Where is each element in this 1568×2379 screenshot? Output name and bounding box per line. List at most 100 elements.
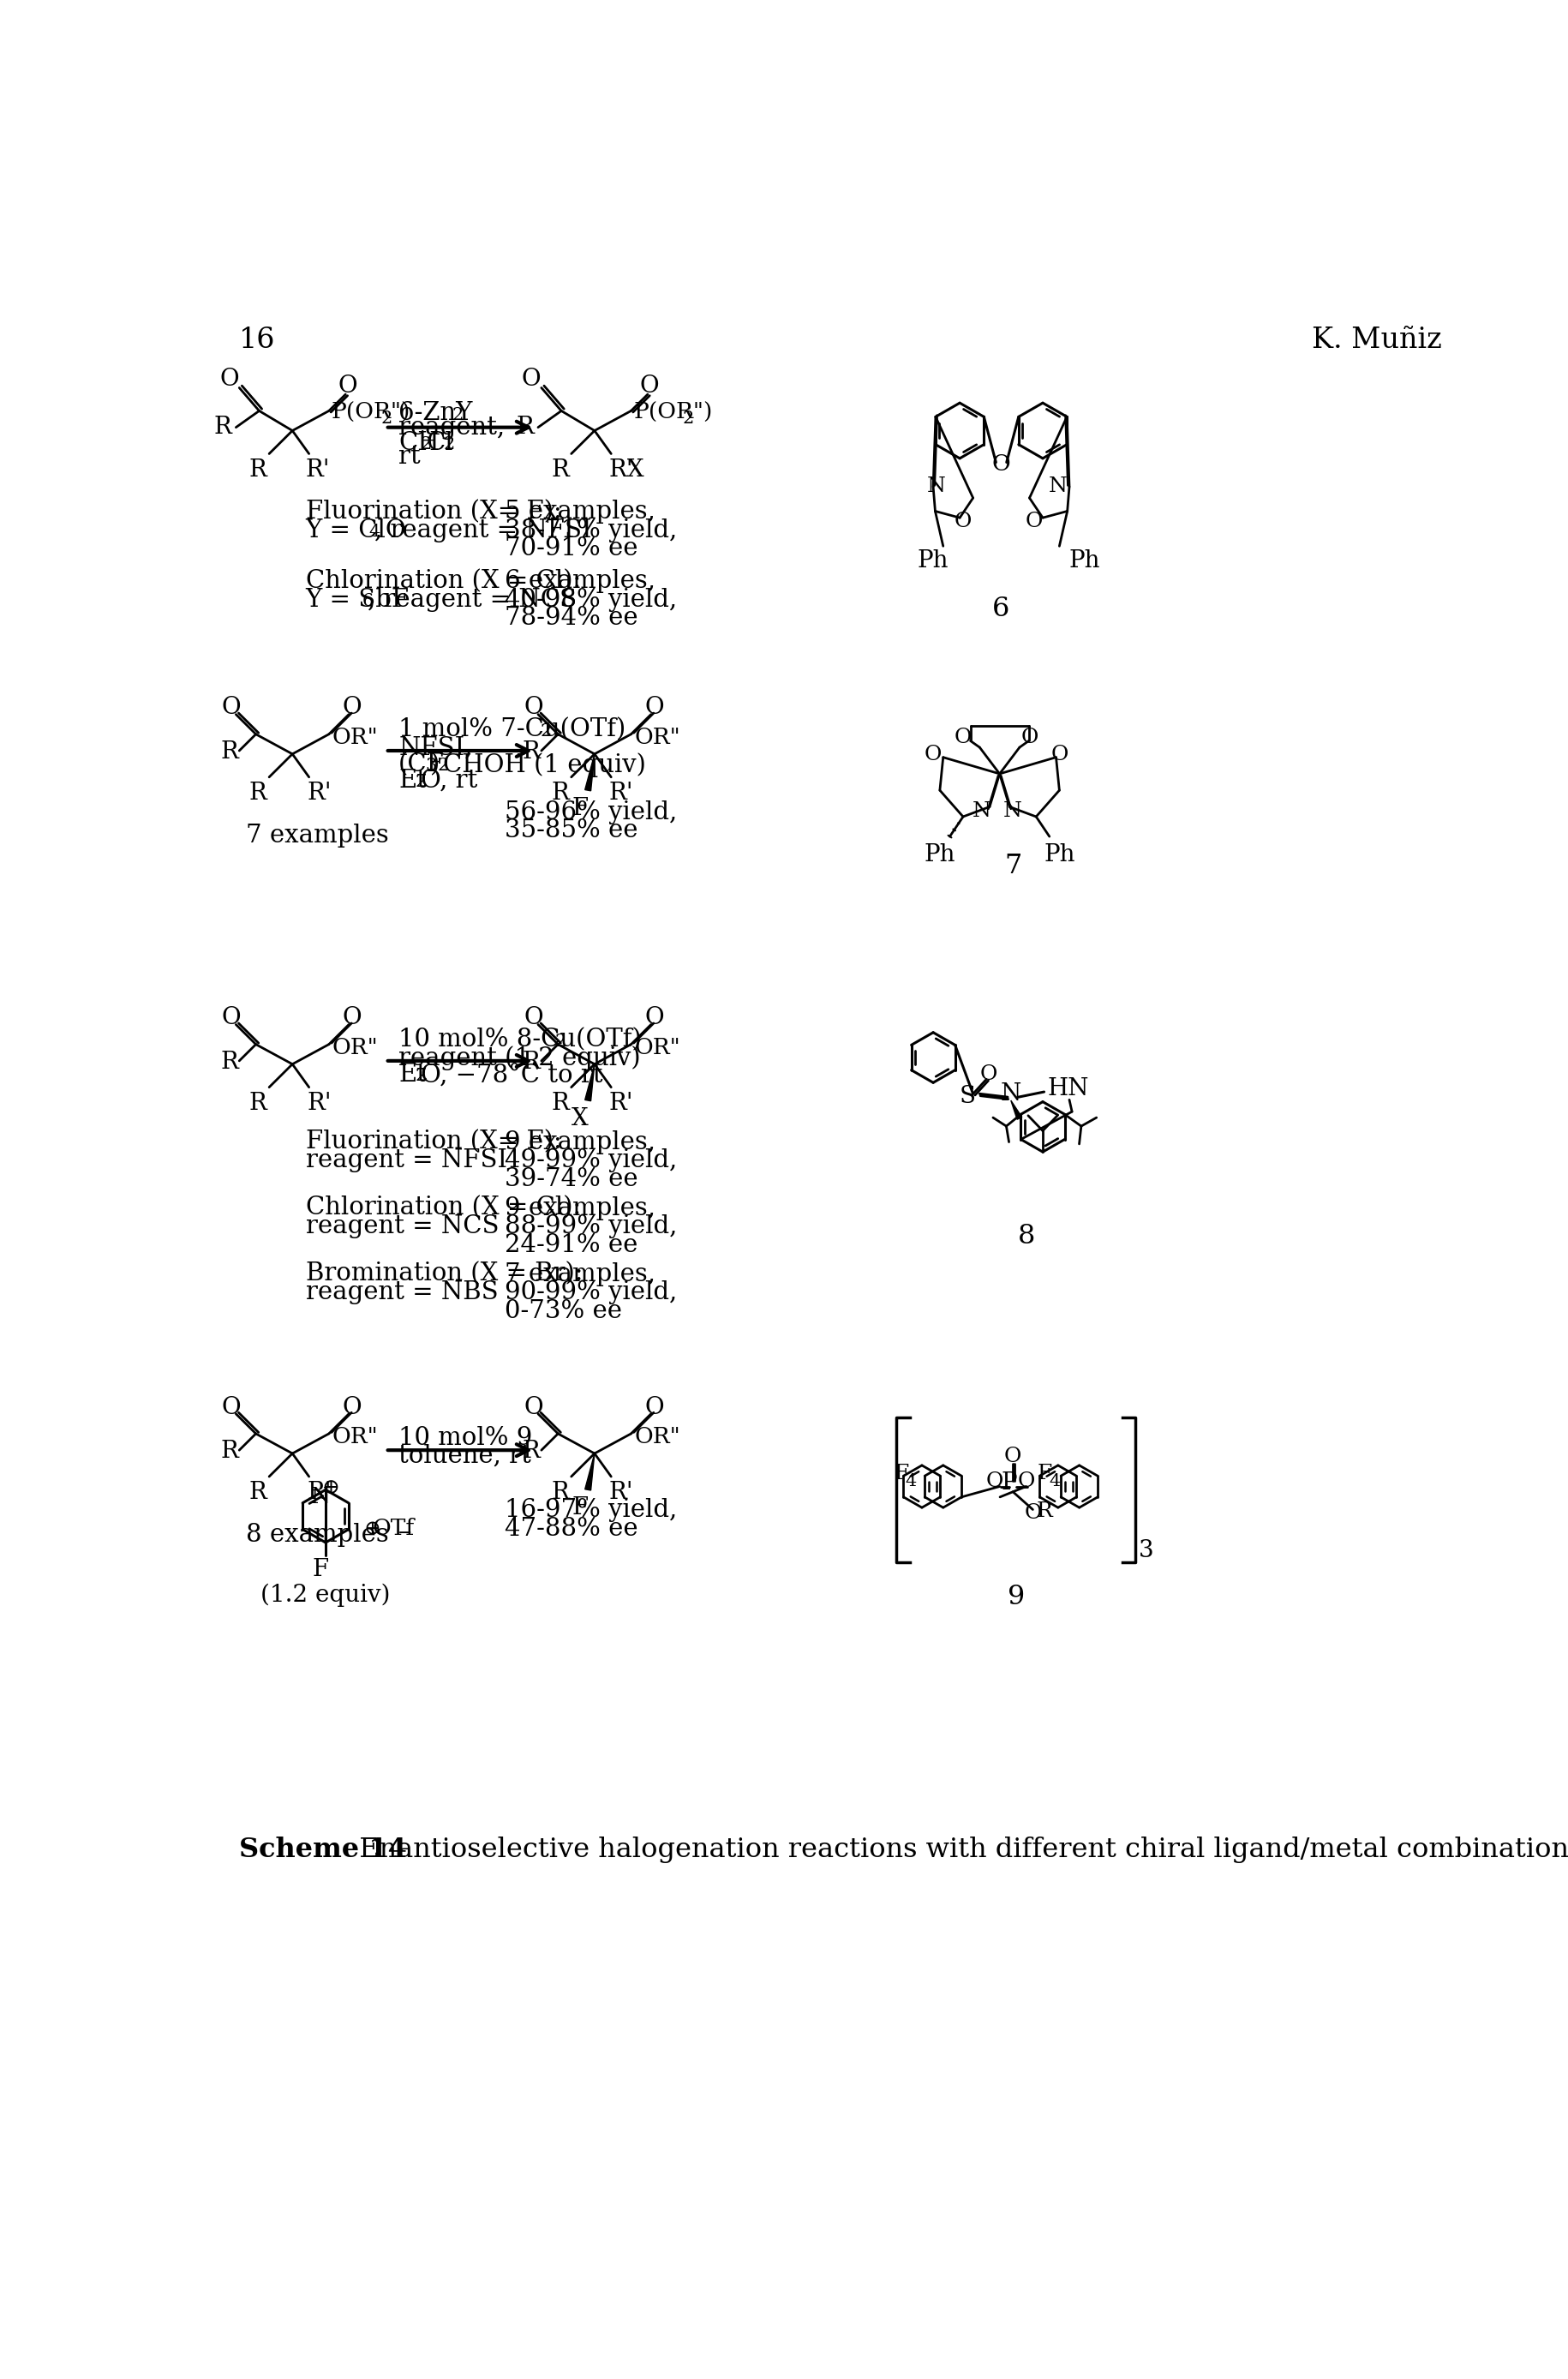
Text: 9: 9 — [1007, 1584, 1024, 1611]
Text: 9 examples,: 9 examples, — [505, 1197, 655, 1220]
Text: O: O — [220, 369, 238, 390]
Text: 6: 6 — [991, 595, 1010, 623]
Text: R': R' — [307, 1482, 331, 1504]
Text: Fluorination (X= F):: Fluorination (X= F): — [306, 500, 561, 523]
Text: Et: Et — [398, 1063, 426, 1087]
Text: Ph: Ph — [1069, 550, 1101, 573]
Text: 0-73% ee: 0-73% ee — [505, 1299, 622, 1323]
Text: R': R' — [608, 1482, 633, 1504]
Text: R: R — [220, 740, 238, 764]
Text: 2: 2 — [416, 773, 426, 790]
Text: O: O — [1051, 745, 1068, 764]
Text: R: R — [522, 740, 539, 764]
Text: OR": OR" — [332, 1037, 378, 1059]
Text: Y = ClO: Y = ClO — [306, 519, 406, 542]
Text: 2: 2 — [437, 759, 448, 773]
Text: 6-ZnY: 6-ZnY — [398, 402, 472, 426]
Text: O: O — [644, 1396, 663, 1418]
Text: ⊕: ⊕ — [364, 1520, 381, 1539]
Text: O: O — [980, 1063, 997, 1085]
Text: O, −78°C to rt: O, −78°C to rt — [420, 1063, 602, 1087]
Text: Chlorination (X = Cl):: Chlorination (X = Cl): — [306, 1197, 580, 1220]
Text: 6: 6 — [362, 592, 373, 609]
Text: O: O — [953, 728, 971, 747]
Text: F: F — [571, 797, 588, 821]
Text: R: R — [249, 459, 267, 481]
Text: K. Muñiz: K. Muñiz — [1311, 326, 1441, 354]
Text: S: S — [960, 1085, 975, 1109]
Text: P: P — [1000, 1473, 1018, 1494]
Text: O: O — [522, 369, 541, 390]
Text: reagent (1.2 equiv): reagent (1.2 equiv) — [398, 1047, 640, 1071]
Text: 7 examples: 7 examples — [246, 823, 389, 847]
Text: NFSI,: NFSI, — [398, 735, 472, 759]
Text: 3: 3 — [425, 759, 436, 773]
Text: 9 examples,: 9 examples, — [505, 1130, 655, 1154]
Text: O: O — [1021, 728, 1038, 747]
Text: R: R — [220, 1052, 238, 1073]
Text: R: R — [522, 1439, 539, 1463]
Text: P(OR"): P(OR") — [331, 402, 411, 423]
Text: F: F — [1036, 1463, 1052, 1482]
Text: O: O — [342, 697, 362, 718]
Text: O: O — [1025, 511, 1043, 531]
Text: 40-98% yield,: 40-98% yield, — [505, 588, 677, 611]
Text: R': R' — [307, 783, 331, 804]
Text: N: N — [1000, 1082, 1021, 1106]
Text: O: O — [644, 697, 663, 718]
Text: O: O — [524, 697, 543, 718]
Text: Bromination (X = Br):: Bromination (X = Br): — [306, 1263, 583, 1287]
Text: Ph: Ph — [917, 550, 949, 573]
Text: 8: 8 — [1018, 1223, 1035, 1249]
Text: R: R — [550, 1482, 569, 1504]
Text: Cl: Cl — [426, 431, 453, 454]
Text: O: O — [924, 745, 941, 764]
Text: R: R — [516, 416, 533, 438]
Text: F: F — [894, 1463, 908, 1482]
Text: 10 mol% 9: 10 mol% 9 — [398, 1425, 533, 1449]
Text: reagent = NBS: reagent = NBS — [306, 1280, 499, 1304]
Text: 7: 7 — [1004, 854, 1021, 880]
Text: Scheme 14: Scheme 14 — [240, 1837, 406, 1863]
Text: O: O — [221, 697, 241, 718]
Text: 4: 4 — [1047, 1473, 1060, 1489]
Text: (CF: (CF — [398, 752, 445, 776]
Text: O: O — [342, 1396, 362, 1418]
Text: R': R' — [608, 459, 633, 481]
Text: OR": OR" — [332, 728, 378, 749]
Text: R': R' — [307, 1092, 331, 1116]
Text: CHOH (1 equiv): CHOH (1 equiv) — [442, 752, 646, 778]
Text: 16-97% yield,: 16-97% yield, — [505, 1499, 677, 1523]
Text: N: N — [1004, 802, 1022, 821]
Text: 2: 2 — [381, 412, 392, 426]
Text: R: R — [550, 783, 569, 804]
Text: Fluorination (X= F):: Fluorination (X= F): — [306, 1130, 561, 1154]
Text: O: O — [221, 1396, 241, 1418]
Text: R: R — [1035, 1501, 1052, 1523]
Text: 38-71% yield,: 38-71% yield, — [505, 519, 677, 542]
Text: R: R — [550, 459, 569, 481]
Text: 35-85% ee: 35-85% ee — [505, 818, 638, 842]
Text: reagent = NFSI: reagent = NFSI — [306, 1149, 506, 1173]
Text: 2: 2 — [555, 1032, 566, 1049]
Text: N: N — [1047, 476, 1066, 497]
Text: 78-94% ee: 78-94% ee — [505, 607, 638, 630]
Text: 5 examples,: 5 examples, — [505, 500, 655, 523]
Text: 39-74% ee: 39-74% ee — [505, 1168, 638, 1192]
Text: 24-91% ee: 24-91% ee — [505, 1232, 638, 1256]
Text: F: F — [571, 1496, 588, 1520]
Text: N: N — [972, 802, 991, 821]
Text: 90-99% yield,: 90-99% yield, — [505, 1280, 677, 1304]
Text: P(OR"): P(OR") — [633, 402, 712, 423]
Text: R': R' — [608, 1092, 633, 1116]
Text: ): ) — [430, 752, 441, 776]
Text: O: O — [991, 452, 1010, 473]
Text: Chlorination (X = Cl):: Chlorination (X = Cl): — [306, 569, 580, 592]
Text: R: R — [249, 783, 267, 804]
Text: 4: 4 — [368, 523, 379, 540]
Text: R: R — [522, 1052, 539, 1073]
Text: 56-96% yield,: 56-96% yield, — [505, 799, 677, 823]
Text: OR": OR" — [633, 1427, 681, 1449]
Polygon shape — [1010, 1101, 1021, 1121]
Text: 70-91% ee: 70-91% ee — [505, 538, 638, 561]
